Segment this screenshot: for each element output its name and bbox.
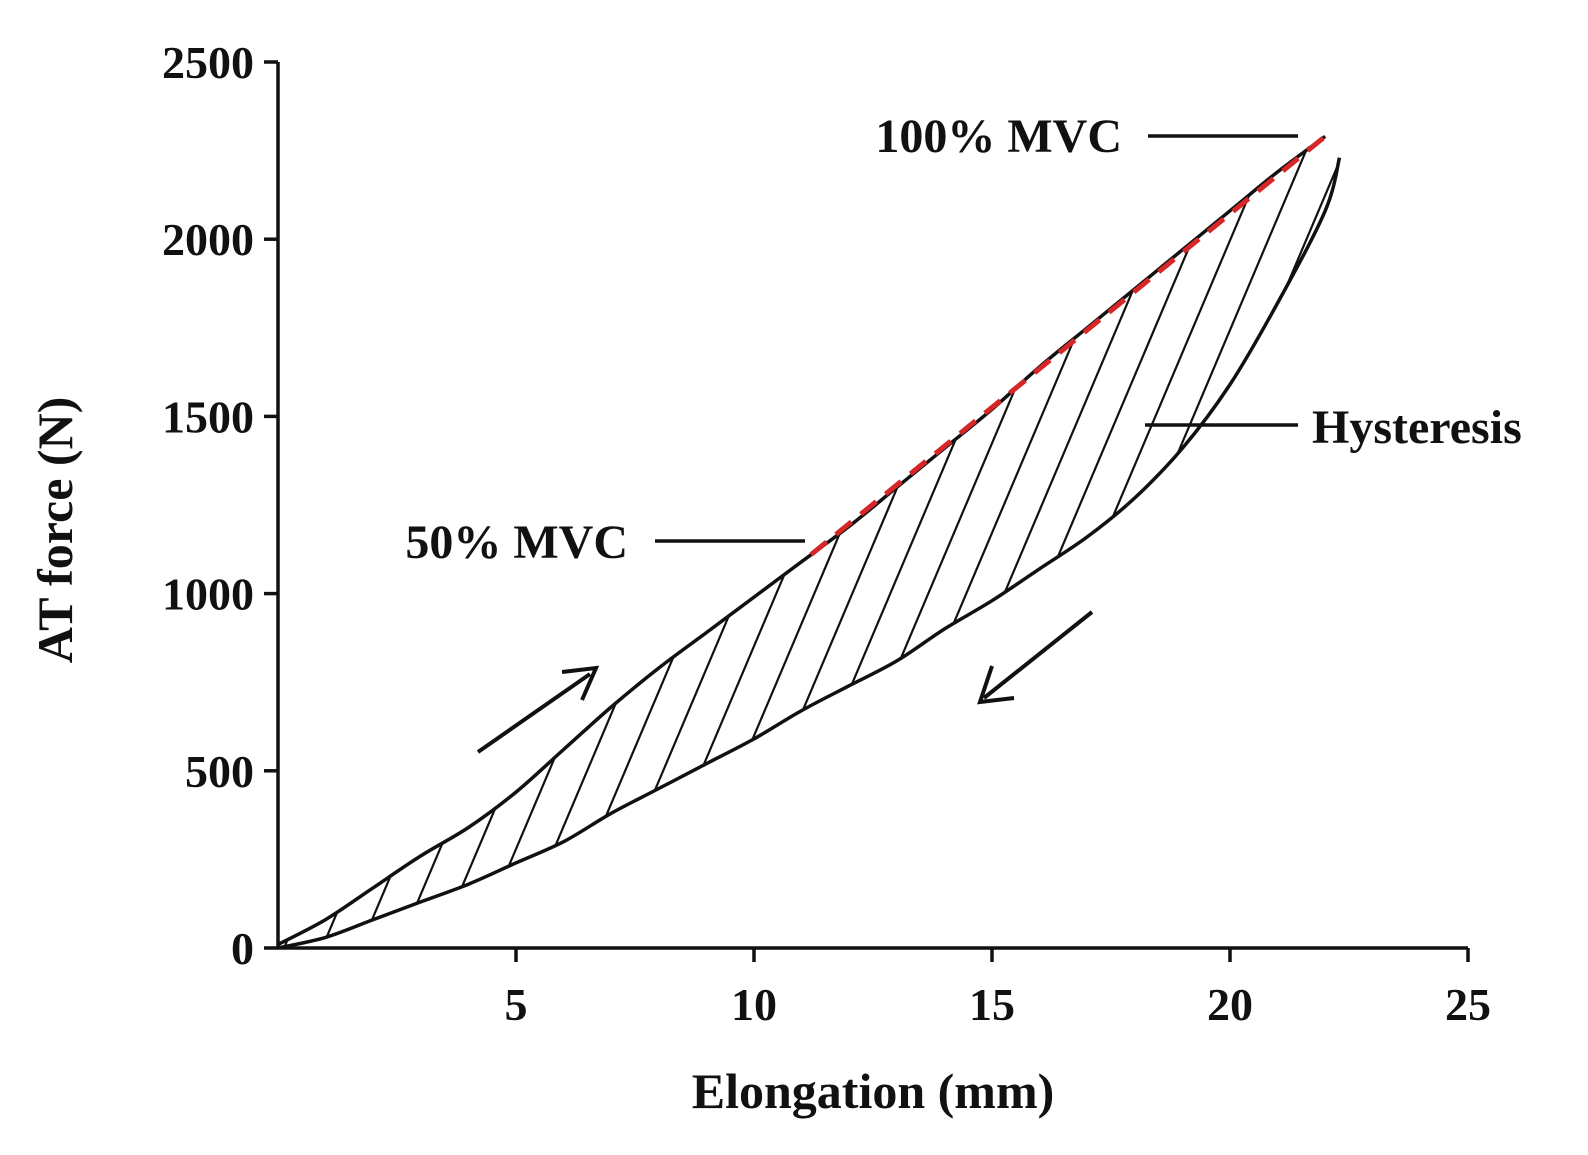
x-axis-title: Elongation (mm)	[692, 1063, 1055, 1119]
hatch-line	[982, 136, 1340, 948]
hatch-line	[1440, 80, 1588, 1000]
curves	[277, 134, 1342, 950]
hatch-line	[1364, 80, 1588, 1000]
y-tick-label: 1000	[162, 569, 254, 620]
hatch-line	[1058, 136, 1340, 948]
hatch-line	[1172, 136, 1340, 948]
mvc-dashed-line	[809, 134, 1327, 557]
hatch-line	[830, 136, 1224, 948]
y-tick-label: 0	[231, 923, 254, 974]
loading-curve	[277, 134, 1327, 947]
y-tick-label: 500	[185, 746, 254, 797]
hatch-line	[1554, 80, 1588, 1000]
y-tick-label: 2500	[162, 37, 254, 88]
hatch-line	[1286, 136, 1340, 948]
hatch-line	[906, 136, 1300, 948]
hatch-line	[1134, 136, 1340, 948]
annotation-100-mvc: 100% MVC	[875, 110, 1122, 163]
unloading-arrow-shaft	[982, 610, 1094, 700]
hatch-line	[1402, 80, 1588, 1000]
y-tick-label: 1500	[162, 391, 254, 442]
hatch-line	[1096, 136, 1340, 948]
hatch-line	[1516, 80, 1588, 1000]
unloading-arrow-head	[977, 665, 1015, 705]
loading-arrow-head	[561, 665, 600, 701]
annotations: 100% MVC 50% MVC Hysteresis	[405, 110, 1522, 754]
y-axis-title: AT force (N)	[27, 397, 83, 664]
annotation-50-mvc: 50% MVC	[405, 516, 628, 569]
annotation-hysteresis: Hysteresis	[1312, 401, 1522, 454]
hatch-line	[0, 80, 6, 1000]
loading-arrow-shaft	[476, 672, 592, 754]
hatch-line	[278, 136, 464, 948]
x-tick-label: 20	[1207, 979, 1253, 1030]
hatch-line	[792, 136, 1186, 948]
y-tick-label: 2000	[162, 214, 254, 265]
x-tick-label: 25	[1445, 979, 1491, 1030]
hatch-line	[868, 136, 1262, 948]
hatch-line	[754, 136, 1148, 948]
axes	[276, 62, 1468, 950]
hatch-line	[1210, 136, 1340, 948]
ticks: 5 10 15 20 25 0 500 1000 1500 2000 2500	[162, 37, 1491, 1030]
x-tick-label: 10	[731, 979, 777, 1030]
unloading-curve	[277, 157, 1342, 950]
x-tick-label: 5	[505, 979, 528, 1030]
hatch-line	[1478, 80, 1588, 1000]
loading-arrow	[476, 665, 600, 754]
hatch-line	[1248, 136, 1340, 948]
hatch-line	[944, 136, 1338, 948]
x-tick-label: 15	[969, 979, 1015, 1030]
unloading-arrow	[977, 610, 1094, 705]
hatch-line	[1324, 136, 1340, 948]
